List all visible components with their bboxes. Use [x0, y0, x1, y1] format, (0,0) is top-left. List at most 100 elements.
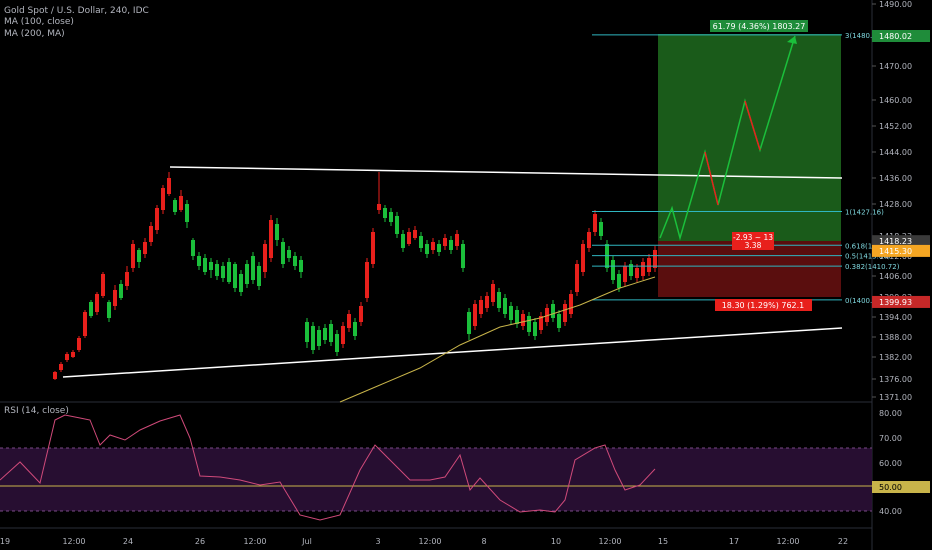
price-tick-label: 1406.00: [879, 272, 912, 281]
candle-body: [551, 304, 555, 318]
candle-body: [227, 262, 231, 282]
price-tick-label: 1490.00: [879, 0, 912, 9]
price-tag-label: 1418.23: [879, 237, 912, 246]
candle-body: [179, 196, 183, 210]
candle-body: [83, 312, 87, 336]
rsi-current-tag: [872, 481, 930, 493]
projection-arrowhead: [787, 36, 797, 44]
time-tick-label: 12:00: [418, 537, 441, 546]
candle-body: [173, 200, 177, 212]
candle-body: [581, 244, 585, 272]
candle-body: [143, 242, 147, 254]
candle-body: [311, 326, 315, 350]
candle-body: [521, 314, 525, 326]
candle-body: [557, 314, 561, 328]
candle-body: [305, 322, 309, 342]
ma-100-label[interactable]: MA (100, close): [4, 17, 74, 27]
fib-level-label: 1(1427.16): [845, 209, 884, 217]
price-tick-label: 1388.00: [879, 333, 912, 342]
candle-body: [425, 244, 429, 254]
candle-body: [281, 242, 285, 264]
price-tick-label: 1376.00: [879, 375, 912, 384]
stop-label-box: [715, 299, 812, 311]
candle-body: [77, 338, 81, 350]
risk-reward-box: [732, 232, 774, 250]
risk-reward-label-2: 3.38: [745, 241, 762, 250]
candle-body: [209, 262, 213, 270]
price-tag: [872, 30, 930, 42]
target-label: 61.79 (4.36%) 1803.27: [713, 22, 806, 31]
candle-body: [65, 354, 69, 360]
price-tag-label: 1415.30: [879, 247, 912, 256]
candle-body: [593, 214, 597, 232]
candle-body: [323, 328, 327, 340]
candle-body: [419, 236, 423, 248]
candle-body: [251, 256, 255, 280]
price-tick-label: 1394.00: [879, 313, 912, 322]
candle-body: [125, 272, 129, 286]
fib-level-label: 0.5(1413.86): [845, 253, 891, 261]
candle-body: [479, 300, 483, 314]
time-tick-label: 12:00: [776, 537, 799, 546]
candle-body: [527, 316, 531, 332]
time-tick-label: 3: [375, 537, 380, 546]
candle-body: [257, 266, 261, 286]
candle-body: [401, 234, 405, 248]
time-axis[interactable]: 19 12:00 24 26 12:00 Jul 3 12:00 8 10 12:00 15 17 12:…: [0, 537, 848, 546]
candle-body: [587, 232, 591, 248]
candle-body: [161, 188, 165, 210]
candle-body: [431, 242, 435, 250]
target-zone[interactable]: [658, 34, 841, 241]
candle-body: [647, 258, 651, 272]
candle-body: [617, 274, 621, 288]
time-tick-label: 24: [123, 537, 133, 546]
candle-body: [599, 222, 603, 236]
price-tick-label: 1452.00: [879, 122, 912, 131]
candle-body: [197, 256, 201, 266]
candle-body: [203, 258, 207, 272]
stop-zone[interactable]: [658, 241, 841, 297]
candle-body: [497, 292, 501, 308]
candle-body: [191, 240, 195, 256]
candle-body: [491, 284, 495, 302]
candle-body: [533, 322, 537, 336]
candle-body: [239, 274, 243, 292]
candle-body: [275, 224, 279, 240]
price-axis[interactable]: 1490.00 1480.02 1470.00 1460.00 1452.00 1444.…: [872, 0, 930, 402]
price-tick-label: 1436.00: [879, 174, 912, 183]
rsi-tick-label: 80.00: [879, 409, 902, 418]
candle-body: [443, 238, 447, 246]
candle-body: [299, 260, 303, 272]
candle-body: [269, 220, 273, 258]
candle-body: [89, 302, 93, 316]
candle-body: [107, 302, 111, 318]
price-tick-label: 1382.00: [879, 353, 912, 362]
candle-body: [335, 334, 339, 352]
target-label-box: [710, 20, 808, 32]
time-tick-label: 12:00: [243, 537, 266, 546]
price-tick-label: 1470.00: [879, 62, 912, 71]
candle-body: [371, 232, 375, 264]
candle-body: [413, 230, 417, 238]
candle-body: [287, 250, 291, 258]
candle-body: [377, 204, 381, 210]
upper-trendline[interactable]: [169, 166, 843, 179]
candle-body: [515, 310, 519, 324]
candle-body: [509, 306, 513, 320]
rsi-label[interactable]: RSI (14, close): [4, 406, 69, 416]
rsi-line: [0, 414, 656, 521]
candle-body: [113, 290, 117, 306]
projection-pullback-2: [744, 100, 761, 151]
ma-200-label[interactable]: MA (200, MA): [4, 29, 65, 39]
candle-body: [449, 240, 453, 250]
price-tag-label: 1399.93: [879, 298, 912, 307]
candle-body: [569, 294, 573, 314]
time-tick-label: 19: [0, 537, 10, 546]
projection-pullback-1: [704, 151, 719, 206]
price-tag: [872, 244, 930, 257]
candle-body: [539, 316, 543, 330]
risk-reward-label-1: -2.93 ~ 13: [733, 233, 773, 242]
candle-body: [437, 244, 441, 252]
lower-trendline[interactable]: [62, 327, 843, 378]
